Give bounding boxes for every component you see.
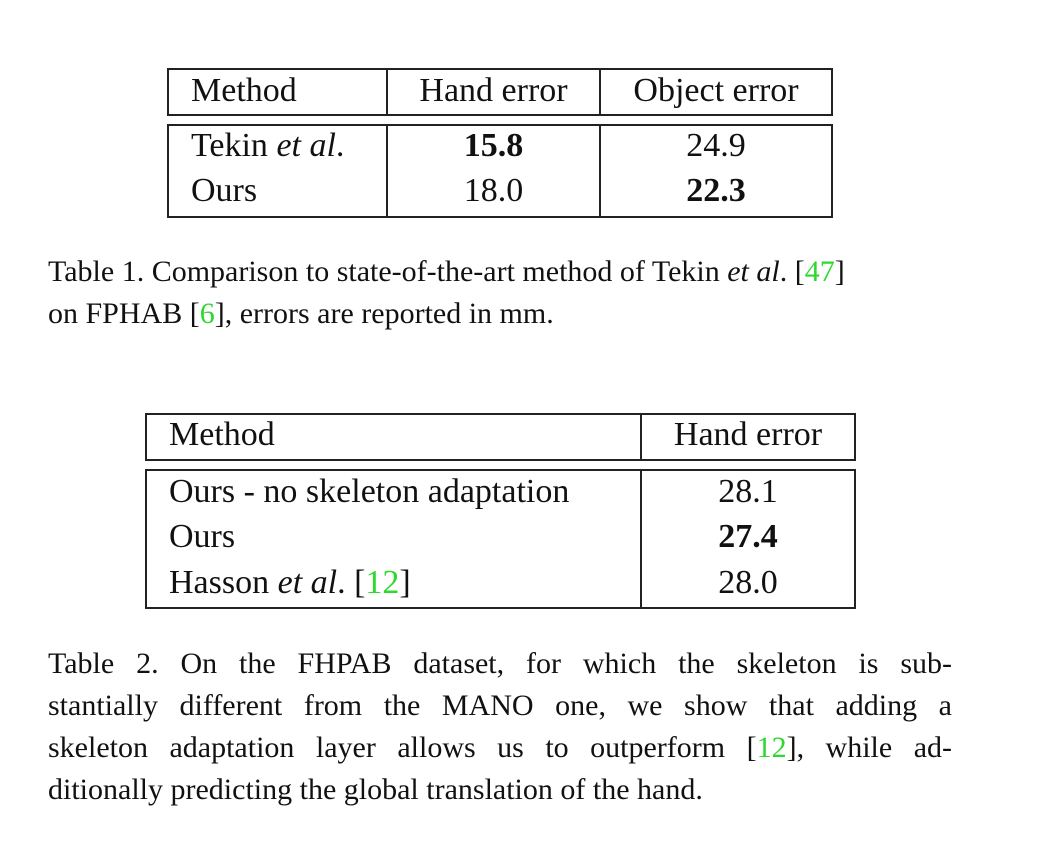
- table-1-caption-line-1: Table 1. Comparison to state-of-the-art …: [48, 255, 845, 288]
- table-2-row-2-hand: 27.4: [718, 518, 778, 555]
- table-2-header-method: Method: [169, 416, 275, 453]
- table-2-body-box: [145, 469, 856, 609]
- table-2-caption-line-1: Table 2. On the FHPAB dataset, for which…: [48, 647, 952, 680]
- table-1-row-1-method: Tekin et al.: [191, 127, 345, 164]
- table-2-header-hand-error: Hand error: [673, 416, 823, 453]
- table-2-caption-line-2: stantially different from the MANO one, …: [48, 689, 952, 722]
- table-2-caption-line-4: ditionally predicting the global transla…: [48, 773, 703, 806]
- table-2-row-1-method: Ours - no skeleton adaptation: [169, 473, 570, 510]
- table-1-row-1-object: 24.9: [686, 127, 746, 164]
- citation-link[interactable]: 6: [199, 297, 215, 330]
- table-2-row-3-hand: 28.0: [718, 564, 778, 601]
- table-1-body-box: [167, 124, 833, 218]
- table-2-header-box: [145, 413, 856, 461]
- citation-link[interactable]: 12: [365, 564, 400, 601]
- table-1-body-divider: [599, 124, 601, 218]
- table-1-header-object-error: Object error: [633, 72, 799, 109]
- table-1-header-divider: [599, 68, 601, 116]
- table-1-caption: Table 1. Comparison to state-of-the-art …: [48, 251, 952, 335]
- table-1-row-2-method: Ours: [191, 172, 258, 209]
- table-1-header-method: Method: [191, 72, 297, 109]
- citation-link[interactable]: 47: [804, 255, 835, 288]
- table-2-header-divider: [640, 413, 642, 461]
- table-2-caption-line-3: skeleton adaptation layer allows us to o…: [48, 731, 952, 764]
- table-1-header-divider: [386, 68, 388, 116]
- table-1-caption-line-2: on FPHAB [6], errors are reported in mm.: [48, 297, 554, 330]
- table-2-body-divider: [640, 469, 642, 609]
- table-2-row-2-method: Ours: [169, 518, 236, 555]
- table-1-row-2-hand: 18.0: [463, 172, 524, 209]
- table-1-header-hand-error: Hand error: [419, 72, 568, 109]
- table-1-row-2-object: 22.3: [686, 172, 746, 209]
- table-1-body-divider: [386, 124, 388, 218]
- table-2-row-1-hand: 28.1: [718, 473, 778, 510]
- table-1-header-box: [167, 68, 833, 116]
- table-2-caption: Table 2. On the FHPAB dataset, for which…: [48, 643, 952, 811]
- table-2-row-3-method: Hasson et al. [12]: [169, 564, 411, 601]
- table-1-row-1-hand: 15.8: [463, 127, 524, 164]
- citation-link[interactable]: 12: [756, 731, 787, 764]
